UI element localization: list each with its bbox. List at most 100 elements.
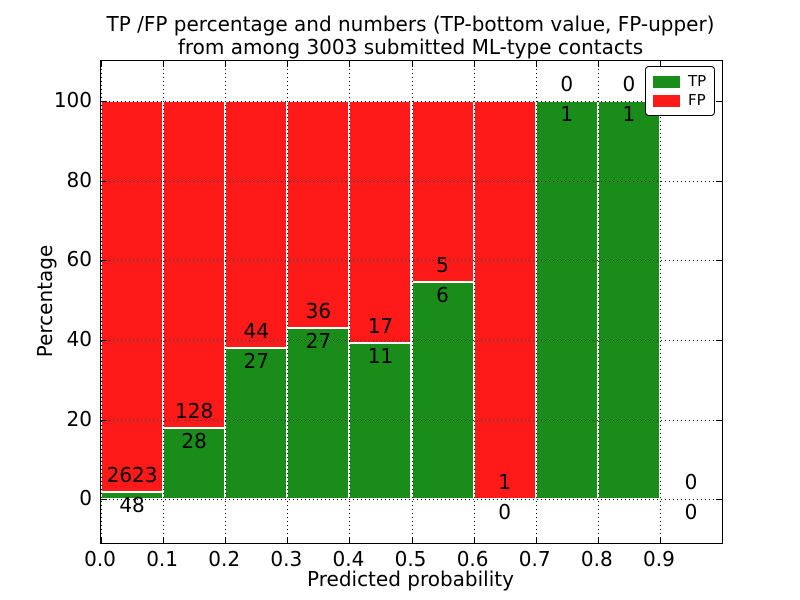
- x-tick-mark: [597, 537, 599, 543]
- chart-title-line2: from among 3003 submitted ML-type contac…: [177, 35, 644, 59]
- bar-label-tp: 27: [243, 348, 269, 373]
- x-tick-label: 0.5: [394, 547, 427, 571]
- y-tick-mark: [716, 180, 722, 182]
- x-tick-mark: [101, 537, 102, 543]
- bar-tp: [597, 100, 660, 500]
- bar-label-tp: 27: [305, 329, 332, 354]
- chart-title-line1: TP /FP percentage and numbers (TP-bottom…: [106, 12, 715, 36]
- x-tick-label: 0.2: [208, 547, 241, 571]
- x-tick-label: 0.9: [642, 547, 675, 571]
- tp-swatch-icon: [653, 75, 680, 88]
- plot-area: 2623 48 128 28 44 27 36 27 17 11 5 6 1 0 0 1 0 1 0 0: [100, 60, 723, 544]
- y-tick-label: 20: [66, 406, 92, 431]
- bar-label-fp: 17: [367, 313, 394, 338]
- bar-label-tp: 1: [560, 101, 574, 126]
- y-tick-label: 0: [79, 486, 92, 511]
- bar-label-fp: 1: [498, 470, 512, 495]
- x-tick-mark: [411, 537, 413, 543]
- y-tick-label: 40: [66, 326, 92, 351]
- x-tick-label: 0.4: [332, 547, 365, 571]
- bar-label-fp: 0: [622, 71, 636, 96]
- x-tick-label: 0.6: [456, 547, 489, 571]
- y-tick-mark: [101, 339, 107, 341]
- bar-fp: [101, 100, 164, 493]
- bar-label-fp: 5: [436, 252, 449, 277]
- y-tick-label: 60: [66, 247, 92, 272]
- x-tick-mark: [225, 61, 227, 67]
- x-tick-mark: [349, 61, 351, 67]
- x-tick-label: 0.3: [270, 547, 303, 571]
- gridline-vertical: [473, 61, 475, 543]
- bar-fp: [473, 100, 536, 500]
- bar-label-fp: 0: [684, 470, 698, 495]
- chart-title: TP /FP percentage and numbers (TP-bottom…: [100, 13, 721, 59]
- gridline-vertical: [287, 61, 289, 543]
- bar-fp: [225, 100, 288, 348]
- x-tick-mark: [659, 537, 661, 543]
- x-tick-mark: [535, 61, 537, 67]
- bar-fp: [349, 100, 412, 343]
- y-tick-mark: [101, 260, 107, 262]
- gridline-vertical: [101, 61, 102, 543]
- bar-tp: [349, 342, 412, 500]
- bar-label-fp: 44: [243, 318, 269, 343]
- gridline-vertical: [411, 61, 413, 543]
- legend-label-fp: FP: [688, 91, 706, 109]
- y-tick-mark: [101, 499, 107, 501]
- bar-label-fp: 128: [175, 398, 214, 423]
- legend-entry-fp: FP: [653, 91, 707, 110]
- x-tick-mark: [287, 537, 289, 543]
- bar-fp: [287, 100, 350, 329]
- x-tick-mark: [473, 537, 475, 543]
- legend-entry-tp: TP: [653, 72, 707, 91]
- x-axis-label: Predicted probability: [307, 567, 514, 591]
- bar-label-tp: 0: [684, 500, 698, 525]
- bar-fp: [163, 100, 226, 428]
- gridline-vertical: [659, 61, 661, 543]
- x-tick-label: 0.7: [518, 547, 551, 571]
- x-tick-mark: [101, 61, 102, 67]
- y-tick-mark: [716, 339, 722, 341]
- x-tick-mark: [163, 61, 165, 67]
- x-tick-mark: [287, 61, 289, 67]
- bar-label-tp: 28: [181, 428, 207, 453]
- bar-tp: [411, 281, 474, 500]
- bar-fp: [411, 100, 474, 282]
- x-tick-label: 0.0: [84, 547, 116, 571]
- legend: TP FP: [645, 66, 715, 116]
- bar-label-tp: 11: [367, 343, 394, 368]
- gridline-vertical: [225, 61, 227, 543]
- gridline-vertical: [535, 61, 537, 543]
- y-tick-mark: [716, 499, 722, 501]
- gridline-vertical: [163, 61, 165, 543]
- bar-tp: [287, 328, 350, 500]
- bar-label-fp: 2623: [106, 463, 158, 488]
- x-tick-mark: [349, 537, 351, 543]
- bar-label-tp: 48: [119, 493, 145, 518]
- x-tick-mark: [225, 537, 227, 543]
- fp-swatch-icon: [653, 94, 680, 107]
- bar-label-tp: 1: [622, 101, 636, 126]
- bar-label-fp: 0: [560, 71, 574, 96]
- y-tick-mark: [101, 419, 107, 421]
- y-tick-mark: [716, 100, 722, 102]
- x-tick-label: 0.8: [580, 547, 613, 571]
- bar-label-tp: 6: [436, 282, 449, 307]
- y-tick-mark: [716, 419, 722, 421]
- gridline-vertical: [349, 61, 351, 543]
- y-tick-mark: [716, 260, 722, 262]
- x-tick-mark: [659, 61, 661, 67]
- bar-tp: [163, 427, 226, 500]
- y-tick-mark: [101, 180, 107, 182]
- legend-label-tp: TP: [688, 72, 707, 90]
- y-tick-label: 100: [53, 87, 92, 112]
- bar-tp: [535, 100, 598, 500]
- bar-label-fp: 36: [305, 299, 332, 324]
- x-tick-label: 0.1: [146, 547, 178, 571]
- y-tick-mark: [101, 100, 107, 102]
- x-tick-mark: [411, 61, 413, 67]
- x-tick-mark: [163, 537, 165, 543]
- gridline-vertical: [597, 61, 599, 543]
- x-tick-mark: [597, 61, 599, 67]
